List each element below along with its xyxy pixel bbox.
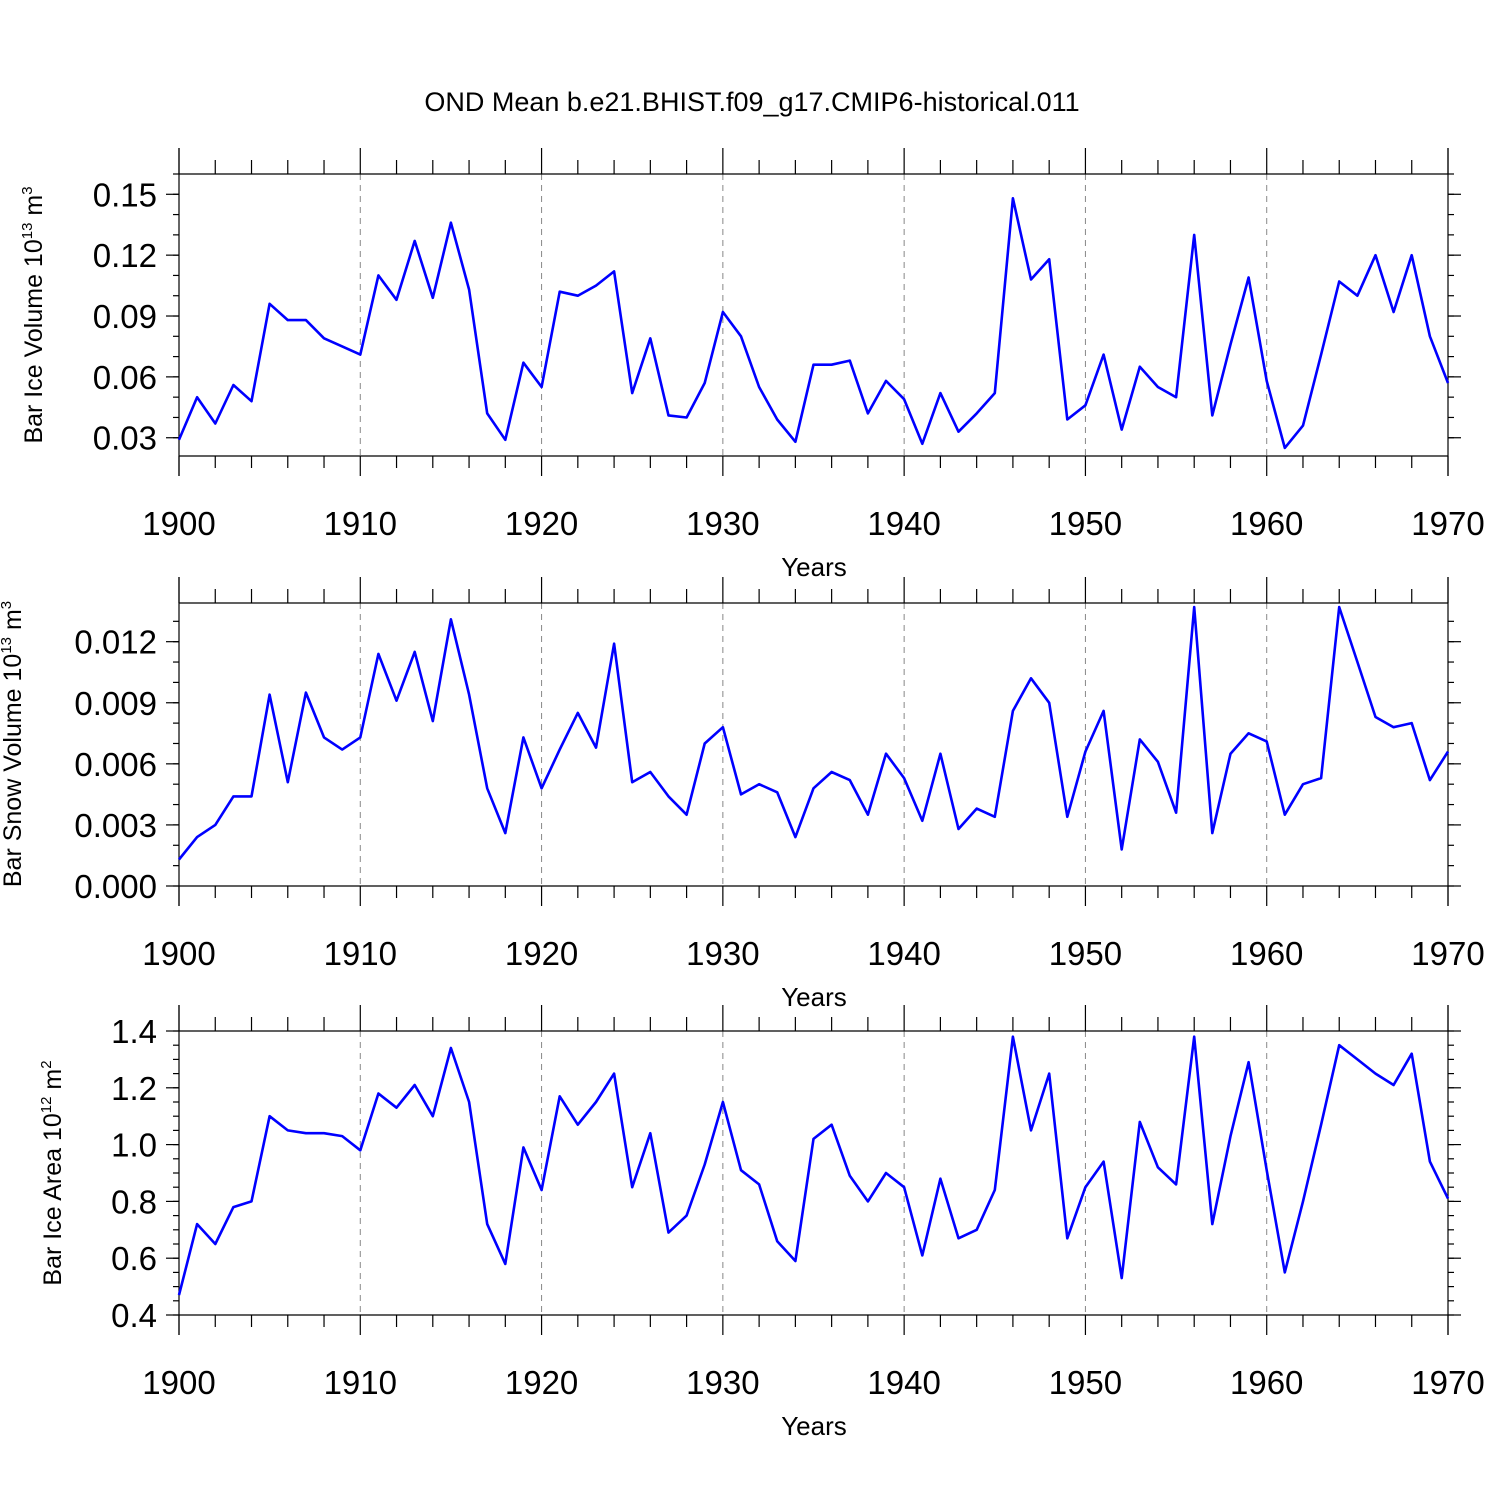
series-line bbox=[177, 605, 1450, 861]
x-tick-label: 1950 bbox=[1049, 935, 1122, 972]
series-line bbox=[177, 1035, 1450, 1296]
x-tick-label: 1920 bbox=[505, 1364, 578, 1401]
y-tick-label: 1.2 bbox=[111, 1070, 157, 1107]
y-tick-label: 0.6 bbox=[111, 1240, 157, 1277]
panel-1: 0.03 0.06 0.09 0.12 0.15 1900 1910 1920 1930 1940… bbox=[19, 148, 1485, 582]
x-tick-label: 1930 bbox=[686, 1364, 759, 1401]
x-tick-label: 1970 bbox=[1411, 935, 1484, 972]
y-tick-label: 0.4 bbox=[111, 1297, 157, 1334]
x-tick-label: 1970 bbox=[1411, 505, 1484, 542]
x-tick-label: 1920 bbox=[505, 935, 578, 972]
x-tick-label: 1950 bbox=[1049, 505, 1122, 542]
x-tick-label: 1920 bbox=[505, 505, 578, 542]
x-tick-label: 1910 bbox=[324, 505, 397, 542]
x-tick-label: 1910 bbox=[324, 1364, 397, 1401]
y-tick-label: 0.03 bbox=[93, 420, 157, 457]
y-tick-label: 0.15 bbox=[93, 176, 157, 213]
y-tick-label: 0.003 bbox=[74, 807, 157, 844]
x-tick-label: 1970 bbox=[1411, 1364, 1484, 1401]
x-axis-label: Years bbox=[781, 1411, 847, 1441]
x-tick-label: 1940 bbox=[867, 1364, 940, 1401]
x-tick-label: 1900 bbox=[142, 505, 215, 542]
x-tick-label: 1900 bbox=[142, 1364, 215, 1401]
chart-panels: 0.03 0.06 0.09 0.12 0.15 1900 1910 1920 1930 1940… bbox=[0, 148, 1485, 1441]
x-axis-label: Years bbox=[781, 982, 847, 1012]
x-tick-label: 1960 bbox=[1230, 505, 1303, 542]
y-tick-label: 1.0 bbox=[111, 1127, 157, 1164]
y-tick-label: 1.4 bbox=[111, 1013, 157, 1050]
y-tick-label: 0.006 bbox=[74, 746, 157, 783]
y-axis-label: Bar Snow Volume 1013 m3 bbox=[0, 601, 27, 887]
x-tick-label: 1900 bbox=[142, 935, 215, 972]
x-tick-label: 1940 bbox=[867, 935, 940, 972]
x-axis-label: Years bbox=[781, 552, 847, 582]
x-tick-label: 1910 bbox=[324, 935, 397, 972]
x-tick-label: 1960 bbox=[1230, 1364, 1303, 1401]
y-tick-label: 0.009 bbox=[74, 685, 157, 722]
y-tick-label: 0.09 bbox=[93, 298, 157, 335]
x-tick-label: 1930 bbox=[686, 505, 759, 542]
series-line bbox=[177, 197, 1450, 450]
x-tick-label: 1930 bbox=[686, 935, 759, 972]
x-tick-label: 1950 bbox=[1049, 1364, 1122, 1401]
y-axis-label: Bar Ice Area 1012 m2 bbox=[38, 1060, 67, 1285]
x-tick-label: 1960 bbox=[1230, 935, 1303, 972]
y-axis-label: Bar Ice Volume 1013 m3 bbox=[19, 186, 48, 443]
y-tick-label: 0.000 bbox=[74, 868, 157, 905]
chart-title: OND Mean b.e21.BHIST.f09_g17.CMIP6-histo… bbox=[424, 87, 1079, 117]
y-tick-label: 0.012 bbox=[74, 624, 157, 661]
panel-2: 0.000 0.003 0.006 0.009 0.012 1900 1910 1920 193… bbox=[0, 577, 1485, 1012]
y-tick-label: 0.12 bbox=[93, 237, 157, 274]
y-tick-label: 0.8 bbox=[111, 1183, 157, 1220]
x-tick-label: 1940 bbox=[867, 505, 940, 542]
y-tick-label: 0.06 bbox=[93, 359, 157, 396]
panel-3: 0.4 0.6 0.8 1.0 1.2 1.4 1900 1910 1920 1930 1940 19… bbox=[38, 1005, 1485, 1441]
